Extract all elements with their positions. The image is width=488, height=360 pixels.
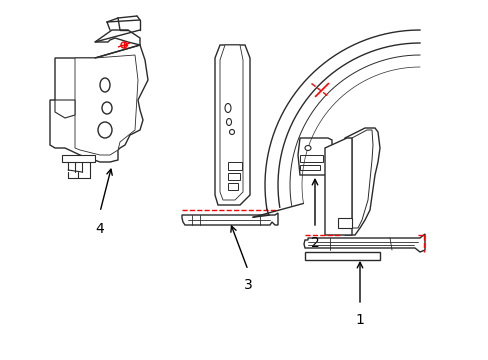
Ellipse shape: [224, 104, 230, 113]
Polygon shape: [215, 45, 249, 205]
Text: 3: 3: [243, 278, 252, 292]
Polygon shape: [50, 45, 148, 162]
Ellipse shape: [102, 102, 112, 114]
Text: 2: 2: [310, 236, 319, 250]
Polygon shape: [351, 130, 372, 228]
Polygon shape: [345, 128, 379, 235]
Polygon shape: [75, 55, 138, 155]
Polygon shape: [220, 45, 243, 200]
Ellipse shape: [100, 78, 110, 92]
Polygon shape: [62, 155, 95, 162]
Polygon shape: [95, 30, 140, 45]
Polygon shape: [227, 183, 238, 190]
Polygon shape: [299, 165, 319, 170]
Text: 1: 1: [355, 313, 364, 327]
Ellipse shape: [226, 118, 231, 126]
Polygon shape: [227, 173, 240, 180]
Polygon shape: [299, 155, 323, 162]
Polygon shape: [227, 162, 242, 170]
Polygon shape: [297, 138, 331, 175]
Ellipse shape: [305, 145, 310, 150]
Text: 4: 4: [96, 222, 104, 236]
Polygon shape: [304, 234, 424, 252]
Ellipse shape: [98, 122, 112, 138]
Ellipse shape: [229, 130, 234, 135]
Polygon shape: [182, 213, 278, 225]
Polygon shape: [325, 138, 351, 235]
Polygon shape: [337, 218, 351, 228]
Polygon shape: [305, 252, 379, 260]
Polygon shape: [55, 100, 75, 118]
